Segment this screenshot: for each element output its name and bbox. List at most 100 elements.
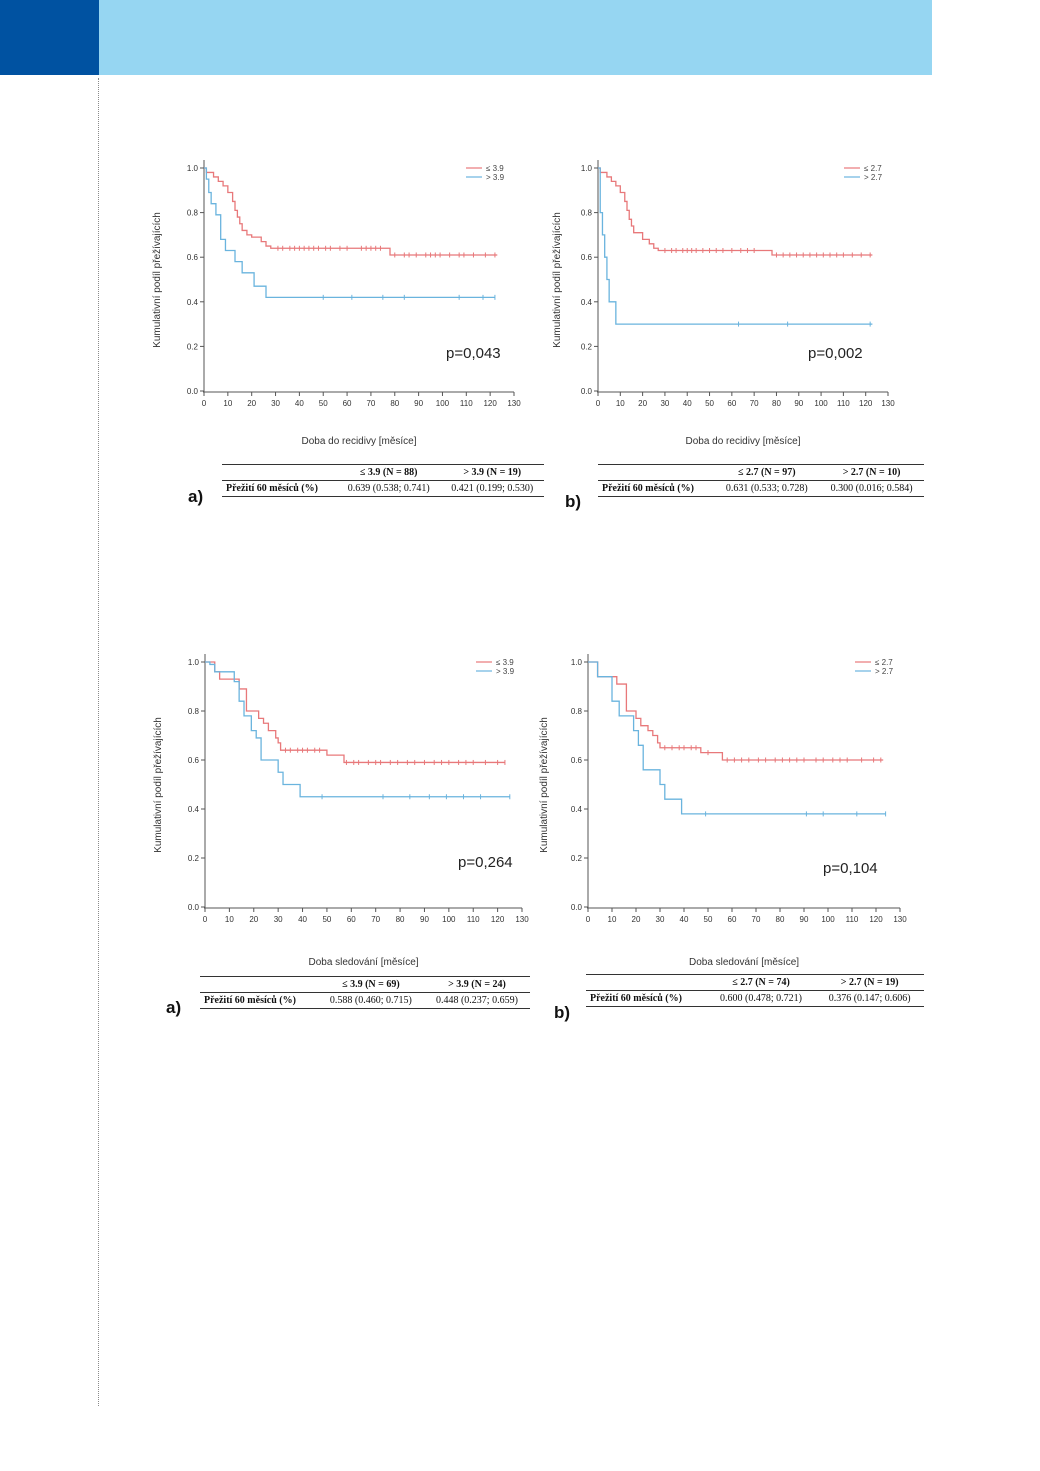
legend-label: ≤ 2.7 [864, 164, 882, 173]
table-value-low: 0.588 (0.460; 0.715) [317, 992, 424, 1009]
x-tick-label: 90 [794, 399, 803, 408]
x-tick-label: 20 [638, 399, 647, 408]
x-tick-label: 20 [249, 915, 258, 924]
y-tick-label: 0.8 [188, 707, 200, 716]
table-header-low: ≤ 3.9 (N = 69) [317, 976, 424, 993]
y-tick-label: 0.6 [188, 756, 200, 765]
y-tick-label: 0.6 [187, 253, 199, 262]
survival-curve-low [598, 167, 873, 256]
x-tick-label: 120 [869, 915, 883, 924]
table-empty-cell [222, 464, 337, 481]
x-tick-label: 0 [202, 399, 207, 408]
x-tick-label: 80 [396, 915, 405, 924]
km-plot-svg: 0.0 0.2 0.4 0.6 0.8 1.0 0 10 20 30 40 50 60 70 80 90 100… [539, 654, 907, 968]
y-tick-label: 0.4 [581, 298, 593, 307]
y-tick-label: 1.0 [571, 658, 583, 667]
x-tick-label: 100 [442, 915, 456, 924]
x-tick-label: 120 [859, 399, 873, 408]
table-header-high: > 3.9 (N = 24) [423, 976, 530, 993]
margin-dotted-rule [98, 78, 99, 1406]
y-tick-label: 0.6 [571, 756, 583, 765]
x-axis-title: Doba sledování [měsíce] [689, 957, 799, 968]
y-tick-label: 0.2 [187, 342, 199, 351]
x-tick-label: 10 [225, 915, 234, 924]
table-empty-cell [598, 464, 715, 481]
km-chart-bottom-left: 0.0 0.2 0.4 0.6 0.8 1.0 0 10 20 30 40 50 60 70 80 90 100… [150, 645, 550, 968]
y-tick-label: 0.4 [571, 805, 583, 814]
table-row-label: Přežití 60 měsíců (%) [222, 480, 337, 497]
y-tick-label: 0.4 [188, 805, 200, 814]
legend-label: ≤ 2.7 [875, 658, 893, 667]
km-chart-bottom-right: 0.0 0.2 0.4 0.6 0.8 1.0 0 10 20 30 40 50 60 70 80 90 100… [535, 645, 935, 968]
y-axis-title: Kumulativní podíl přežívajících [153, 717, 164, 853]
survival-table-top-left: ≤ 3.9 (N = 88) > 3.9 (N = 19) Přežití 60 … [222, 464, 544, 497]
table-row-label: Přežití 60 měsíců (%) [598, 480, 715, 497]
x-tick-label: 40 [298, 915, 307, 924]
header-light-band [99, 0, 932, 75]
x-tick-label: 130 [893, 915, 907, 924]
x-tick-label: 40 [683, 399, 692, 408]
x-tick-label: 110 [467, 915, 480, 924]
y-tick-label: 1.0 [188, 658, 200, 667]
table-header-low: ≤ 2.7 (N = 97) [714, 464, 820, 481]
x-tick-label: 20 [247, 399, 256, 408]
x-tick-label: 120 [491, 915, 505, 924]
x-tick-label: 100 [814, 399, 828, 408]
x-tick-label: 90 [414, 399, 423, 408]
x-tick-label: 60 [343, 399, 352, 408]
x-tick-label: 30 [274, 915, 283, 924]
survival-table-bottom-right: ≤ 2.7 (N = 74) > 2.7 (N = 19) Přežití 60 … [586, 974, 924, 1007]
table-header-low: ≤ 2.7 (N = 74) [706, 974, 816, 991]
x-tick-label: 80 [390, 399, 399, 408]
x-tick-label: 30 [656, 915, 665, 924]
table-value-high: 0.448 (0.237; 0.659) [423, 992, 530, 1009]
table-value-high: 0.376 (0.147; 0.606) [815, 990, 924, 1007]
x-tick-label: 70 [750, 399, 759, 408]
x-tick-label: 10 [223, 399, 232, 408]
y-axis-title: Kumulativní podíl přežívajících [539, 717, 550, 853]
x-tick-label: 30 [271, 399, 280, 408]
x-tick-label: 110 [846, 915, 859, 924]
legend-label: ≤ 3.9 [496, 658, 514, 667]
survival-curve-high [204, 167, 495, 298]
x-tick-label: 130 [515, 915, 529, 924]
y-tick-label: 0.8 [581, 209, 593, 218]
table-empty-cell [200, 976, 318, 993]
x-tick-label: 0 [596, 399, 601, 408]
y-tick-label: 0.8 [571, 707, 583, 716]
survival-table-top-right: ≤ 2.7 (N = 97) > 2.7 (N = 10) Přežití 60 … [598, 464, 924, 497]
x-tick-label: 0 [586, 915, 591, 924]
y-tick-label: 1.0 [187, 164, 199, 173]
x-tick-label: 10 [608, 915, 617, 924]
table-header-high: > 2.7 (N = 10) [819, 464, 924, 481]
x-tick-label: 70 [371, 915, 380, 924]
km-chart-top-right: 0.0 0.2 0.4 0.6 0.8 1.0 0 10 20 30 40 50 60 70 80 90 100… [548, 150, 948, 450]
survival-curve-low [204, 167, 498, 256]
x-tick-label: 40 [680, 915, 689, 924]
y-tick-label: 0.0 [188, 903, 200, 912]
header-dark-block [0, 0, 99, 75]
y-tick-label: 0.0 [187, 387, 199, 396]
x-axis-title: Doba do recidivy [měsíce] [685, 436, 800, 447]
x-tick-label: 110 [837, 399, 850, 408]
x-tick-label: 110 [460, 399, 473, 408]
survival-curve-low [205, 661, 505, 764]
x-tick-label: 10 [616, 399, 625, 408]
x-tick-label: 60 [727, 399, 736, 408]
y-tick-label: 0.2 [581, 342, 593, 351]
y-tick-label: 0.0 [581, 387, 593, 396]
y-tick-label: 0.2 [571, 854, 583, 863]
x-tick-label: 60 [728, 915, 737, 924]
table-header-high: > 3.9 (N = 19) [440, 464, 544, 481]
panel-letter-a: a) [166, 998, 182, 1017]
survival-curve-high [588, 661, 886, 815]
x-tick-label: 70 [366, 399, 375, 408]
p-value-label: p=0,002 [808, 345, 863, 362]
p-value-label: p=0,043 [446, 345, 501, 362]
survival-table-bottom-left: ≤ 3.9 (N = 69) > 3.9 (N = 24) Přežití 60 … [200, 976, 530, 1009]
x-tick-label: 30 [660, 399, 669, 408]
km-plot-svg: 0.0 0.2 0.4 0.6 0.8 1.0 0 10 20 30 40 50 60 70 80 90 100… [152, 160, 521, 447]
table-value-high: 0.300 (0.016; 0.584) [819, 480, 924, 497]
table-empty-cell [586, 974, 707, 991]
survival-curve-high [598, 167, 873, 325]
